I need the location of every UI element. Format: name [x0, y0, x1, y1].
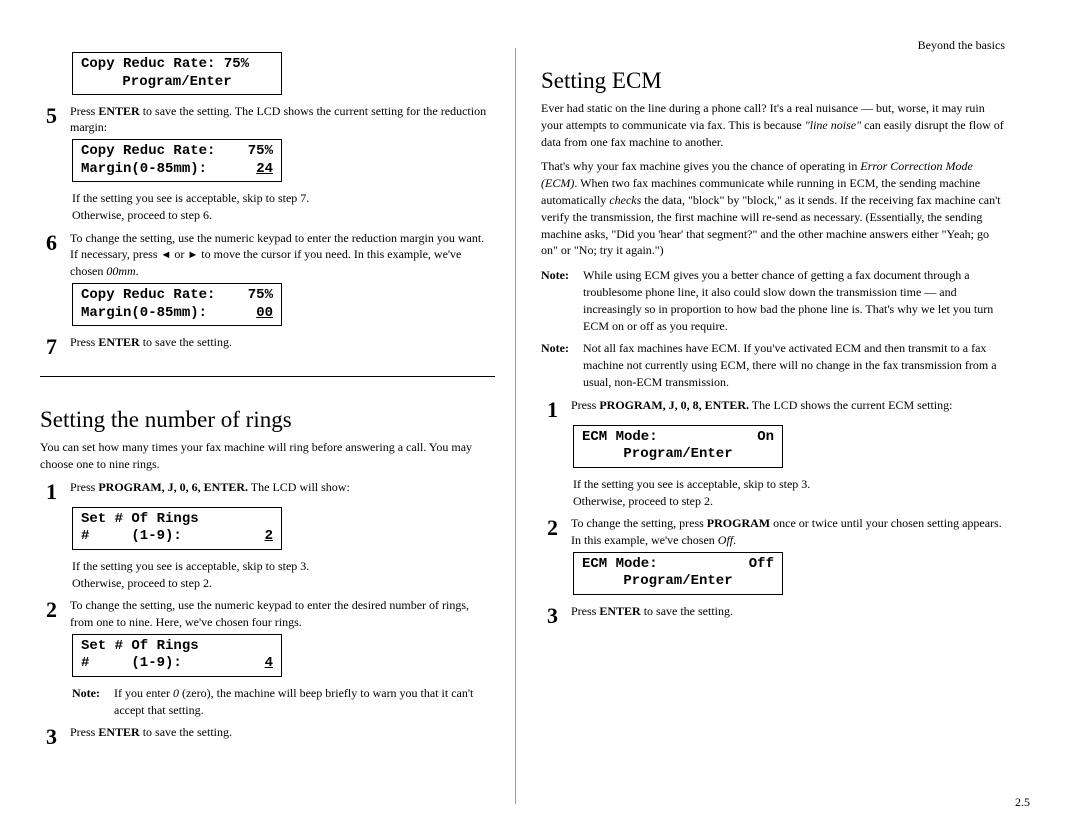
note-label: Note:	[72, 685, 114, 719]
step-number: 2	[541, 515, 571, 539]
right-column: Beyond the basics Setting ECM Ever had s…	[515, 48, 1005, 804]
rings-step-3: 3 Press ENTER to save the setting.	[40, 724, 495, 748]
lcd-line: Set # Of Rings	[81, 638, 273, 656]
lcd-box-1: Copy Reduc Rate: 75% Program/Enter	[72, 52, 282, 95]
ecm-step-3: 3 Press ENTER to save the setting.	[541, 603, 1005, 627]
lcd-box-4: Set # Of Rings # (1-9):2	[72, 507, 282, 550]
body-text: If the setting you see is acceptable, sk…	[573, 476, 1005, 510]
lcd-box-7: ECM Mode:Off Program/Enter	[573, 552, 783, 595]
body-text: You can set how many times your fax mach…	[40, 439, 495, 473]
body-text: If the setting you see is acceptable, sk…	[72, 190, 495, 224]
step-number: 2	[40, 597, 70, 621]
para: Ever had static on the line during a pho…	[541, 100, 1005, 150]
page-columns: Copy Reduc Rate: 75% Program/Enter 5 Pre…	[40, 48, 1040, 804]
step-body: Press ENTER to save the setting.	[571, 603, 1005, 619]
step-number: 3	[40, 724, 70, 748]
lcd-line: # (1-9):4	[81, 655, 273, 673]
note-row: Note: While using ECM gives you a better…	[541, 267, 1005, 334]
step-body: Press ENTER to save the setting.	[70, 724, 495, 740]
section-title-rings: Setting the number of rings	[40, 397, 495, 433]
rings-step-2: 2 To change the setting, use the numeric…	[40, 597, 495, 629]
lcd-line: Copy Reduc Rate:75%	[81, 287, 273, 305]
step-body: Press ENTER to save the setting.	[70, 334, 495, 350]
note-row: Note: If you enter 0 (zero), the machine…	[72, 685, 495, 719]
ecm-step-2: 2 To change the setting, press PROGRAM o…	[541, 515, 1005, 547]
lcd-line: ECM Mode:On	[582, 429, 774, 447]
note-body: If you enter 0 (zero), the machine will …	[114, 685, 495, 719]
step-body: Press ENTER to save the setting. The LCD…	[70, 103, 495, 135]
step-7: 7 Press ENTER to save the setting.	[40, 334, 495, 358]
body-text: If the setting you see is acceptable, sk…	[72, 558, 495, 592]
lcd-line: Program/Enter	[582, 573, 774, 591]
step-number: 6	[40, 230, 70, 254]
note-label: Note:	[541, 340, 583, 390]
section-rule	[40, 376, 495, 377]
lcd-box-3: Copy Reduc Rate:75% Margin(0-85mm):00	[72, 283, 282, 326]
step-body: To change the setting, press PROGRAM onc…	[571, 515, 1005, 547]
step-5: 5 Press ENTER to save the setting. The L…	[40, 103, 495, 135]
section-title-ecm: Setting ECM	[541, 68, 1005, 94]
step-number: 3	[541, 603, 571, 627]
para: That's why your fax machine gives you th…	[541, 158, 1005, 259]
note-row: Note: Not all fax machines have ECM. If …	[541, 340, 1005, 390]
lcd-box-6: ECM Mode:On Program/Enter	[573, 425, 783, 468]
lcd-line: Copy Reduc Rate:75%	[81, 143, 273, 161]
lcd-line: Set # Of Rings	[81, 511, 273, 529]
lcd-line: Margin(0-85mm):24	[81, 161, 273, 179]
step-number: 1	[40, 479, 70, 503]
step-number: 5	[40, 103, 70, 127]
step-body: Press PROGRAM, J, 0, 6, ENTER. The LCD w…	[70, 479, 495, 495]
chapter-header: Beyond the basics	[541, 38, 1005, 53]
lcd-line: # (1-9):2	[81, 528, 273, 546]
lcd-line: Program/Enter	[582, 446, 774, 464]
page-number: 2.5	[1015, 795, 1030, 810]
lcd-box-5: Set # Of Rings # (1-9):4	[72, 634, 282, 677]
step-body: Press PROGRAM, J, 0, 8, ENTER. The LCD s…	[571, 397, 1005, 413]
note-label: Note:	[541, 267, 583, 334]
lcd-line: Program/Enter	[81, 74, 273, 92]
left-column: Copy Reduc Rate: 75% Program/Enter 5 Pre…	[40, 48, 515, 804]
lcd-line: ECM Mode:Off	[582, 556, 774, 574]
note-body: While using ECM gives you a better chanc…	[583, 267, 1005, 334]
lcd-line: Margin(0-85mm):00	[81, 305, 273, 323]
ecm-step-1: 1 Press PROGRAM, J, 0, 8, ENTER. The LCD…	[541, 397, 1005, 421]
step-6: 6 To change the setting, use the numeric…	[40, 230, 495, 279]
lcd-box-2: Copy Reduc Rate:75% Margin(0-85mm):24	[72, 139, 282, 182]
step-body: To change the setting, use the numeric k…	[70, 230, 495, 279]
step-body: To change the setting, use the numeric k…	[70, 597, 495, 629]
step-number: 1	[541, 397, 571, 421]
lcd-line: Copy Reduc Rate: 75%	[81, 56, 273, 74]
step-number: 7	[40, 334, 70, 358]
note-body: Not all fax machines have ECM. If you've…	[583, 340, 1005, 390]
rings-step-1: 1 Press PROGRAM, J, 0, 6, ENTER. The LCD…	[40, 479, 495, 503]
